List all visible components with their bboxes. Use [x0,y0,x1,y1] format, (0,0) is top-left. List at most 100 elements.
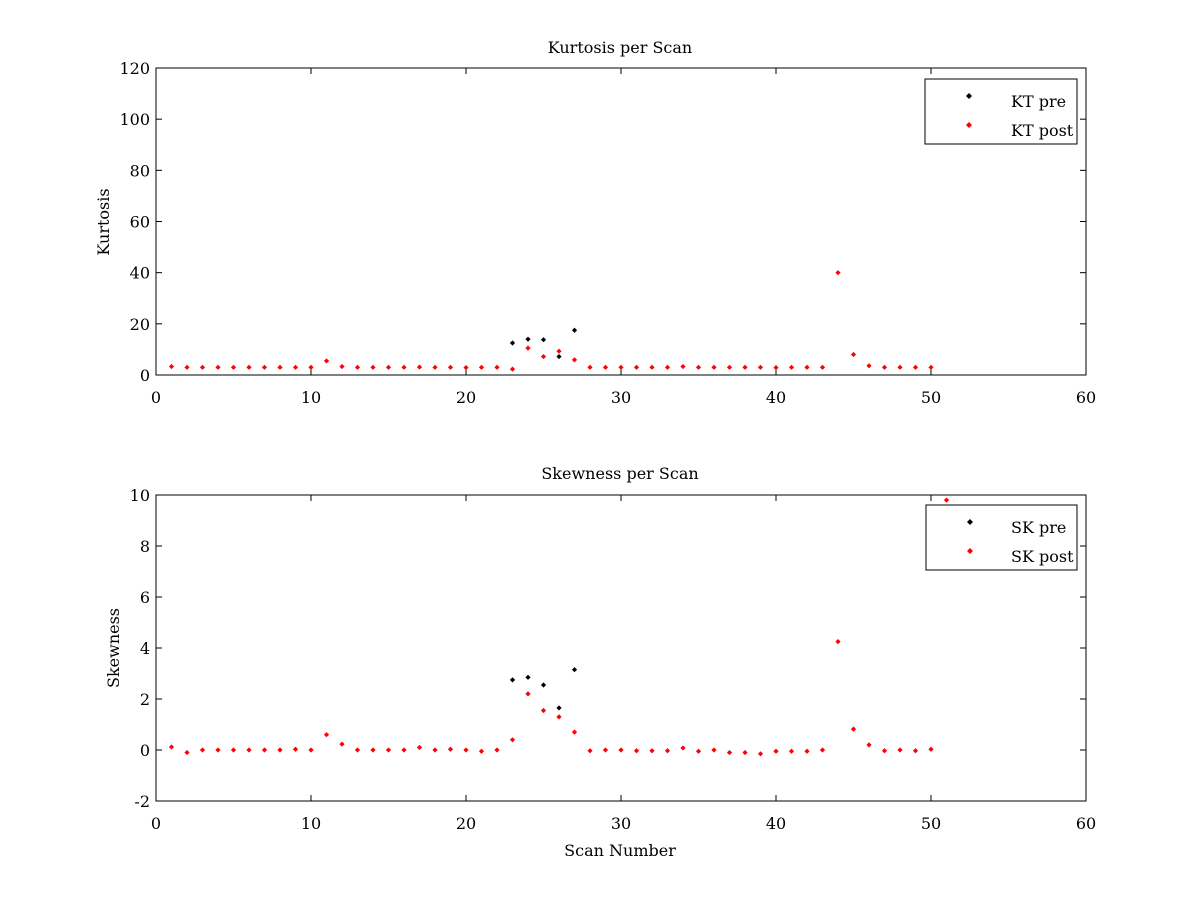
kurtosis-point-post [478,364,485,370]
kurtosis-point-post [866,363,872,369]
kurtosis-point-pre [556,353,562,360]
kurtosis-x-tick-label: 40 [766,388,786,407]
skewness-point-post [587,748,593,754]
skewness-point-post [370,747,376,753]
skewness-legend-box [925,504,1078,571]
skewness-point-post [230,747,237,753]
kurtosis-point-post [277,364,283,370]
skewness-point-post [649,748,655,754]
skewness-x-tick-label: 30 [611,814,631,833]
kurtosis-point-post [850,351,857,358]
skewness-point-post [866,742,872,748]
kurtosis-x-tick-label: 10 [301,388,321,407]
skewness-legend-label-pre: SK pre [1011,518,1066,537]
kurtosis-legend-box [924,78,1078,145]
kurtosis-point-post [463,364,469,371]
skewness-point-post [912,748,919,754]
kurtosis-point-post [928,364,934,370]
kurtosis-point-post [323,358,330,364]
skewness-point-post [509,737,516,743]
kurtosis-point-post [788,364,795,370]
kurtosis-point-pre [525,336,531,342]
skewness-point-pre [571,667,578,673]
skewness-x-tick-label: 0 [151,814,161,833]
skewness-point-post [680,745,686,751]
kurtosis-point-post [819,364,826,370]
skewness-point-post [943,497,950,503]
skewness-point-post [757,751,764,757]
skewness-point-post [773,748,779,754]
skewness-point-post [416,744,423,751]
skewness-point-post [401,747,407,753]
kurtosis-point-post [215,364,221,370]
kurtosis-point-post [432,364,438,370]
skewness-point-pre [509,677,516,683]
skewness-x-tick-label: 10 [301,814,321,833]
kurtosis-y-tick-label: 20 [130,315,150,334]
skewness-point-post [463,747,469,753]
skewness-point-post [308,747,314,753]
kurtosis-y-tick-label: 0 [140,366,150,385]
kurtosis-point-post [695,364,702,370]
kurtosis-x-tick-label: 20 [456,388,476,407]
skewness-y-axis-title: Skewness [104,608,123,688]
kurtosis-point-pre [571,327,578,333]
kurtosis-y-tick-label: 100 [119,110,150,129]
kurtosis-point-post [587,364,593,370]
kurtosis-point-post [757,364,764,370]
skewness-y-tick-label: 6 [140,588,150,607]
skewness-y-tick-label: -2 [134,792,150,811]
kurtosis-point-post [649,364,655,370]
skewness-point-post [633,748,640,754]
kurtosis-point-post [292,364,299,370]
skewness-point-post [385,747,392,753]
kurtosis-point-post [525,345,531,351]
skewness-x-tick-label: 60 [1076,814,1096,833]
skewness-legend-label-post: SK post [1011,547,1074,566]
skewness-point-post [819,747,826,753]
skewness-point-post [897,747,903,753]
skewness-point-post [556,714,562,720]
kurtosis-point-post [168,363,175,370]
kurtosis-point-post [230,364,237,370]
skewness-point-post [695,748,702,754]
skewness-point-post [246,747,252,753]
kurtosis-point-post [804,364,810,370]
skewness-point-post [339,741,345,747]
kurtosis-points [168,270,934,372]
kurtosis-point-post [602,364,609,370]
kurtosis-point-post [742,364,748,370]
kurtosis-point-post [881,364,888,370]
skewness-y-tick-label: 4 [140,639,150,658]
kurtosis-point-post [912,364,919,370]
kurtosis-point-post [261,364,268,370]
skewness-point-post [277,747,283,753]
skewness-point-post [571,729,578,735]
kurtosis-legend: KT pre KT post [924,78,1078,145]
kurtosis-y-tick-label: 40 [130,264,150,283]
skewness-chart-title: Skewness per Scan [541,464,698,483]
kurtosis-legend-marker-pre [966,93,972,99]
kurtosis-point-pre [509,340,516,346]
skewness-y-tick-label: 8 [140,537,150,556]
skewness-point-post [184,749,190,756]
skewness-point-post [354,747,361,753]
kurtosis-x-tick-label: 50 [921,388,941,407]
kurtosis-point-post [664,364,671,370]
skewness-y-tick-label: 0 [140,741,150,760]
skewness-point-post [804,748,810,754]
skewness-point-post [788,748,795,754]
skewness-point-post [850,726,857,732]
kurtosis-point-pre [540,337,547,343]
kurtosis-point-post [711,364,717,370]
kurtosis-point-post [416,364,423,370]
kurtosis-point-post [618,364,624,370]
skewness-point-post [602,747,609,753]
skewness-point-pre [540,682,547,688]
kurtosis-point-post [556,348,562,354]
kurtosis-point-post [370,364,376,370]
kurtosis-point-post [339,363,345,370]
skewness-point-post [261,747,268,753]
